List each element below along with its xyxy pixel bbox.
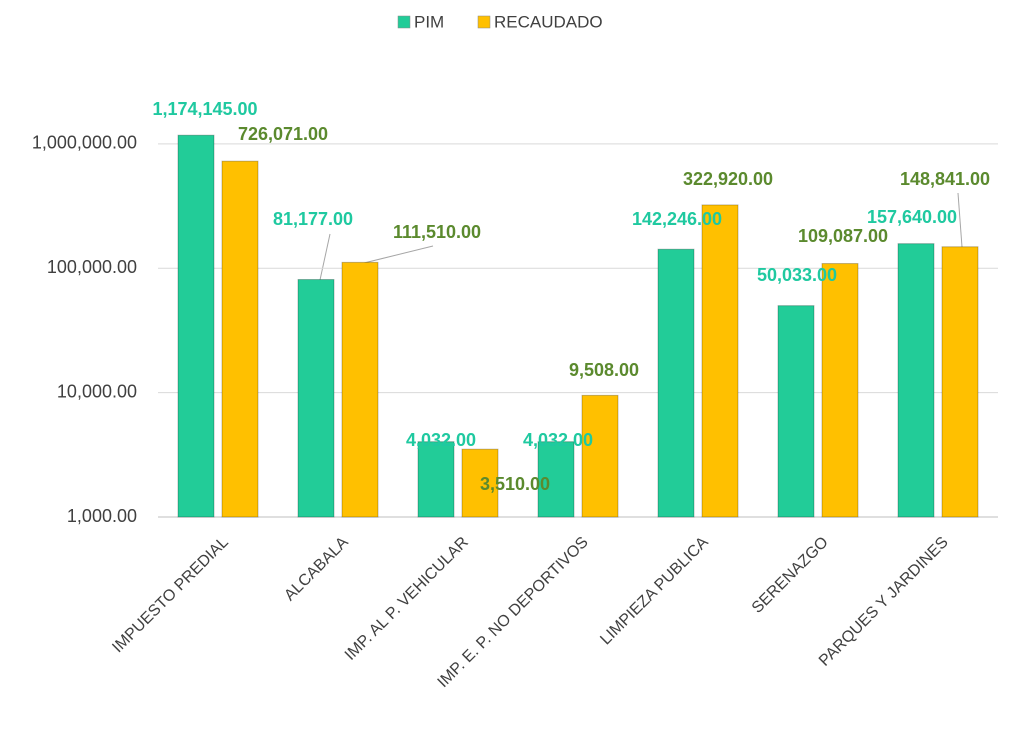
data-label: 9,508.00 <box>569 360 639 380</box>
bar <box>461 448 499 518</box>
leader-line <box>363 245 434 264</box>
bar <box>581 394 619 518</box>
bar <box>777 305 815 518</box>
bar <box>657 248 695 518</box>
leader-line <box>957 192 963 248</box>
bar <box>177 134 215 518</box>
legend-label: PIM <box>414 12 444 31</box>
data-label: 81,177.00 <box>273 209 353 229</box>
y-tick-label: 10,000.00 <box>57 381 137 401</box>
bar <box>297 279 335 518</box>
data-label: 322,920.00 <box>683 169 773 189</box>
leader-line <box>319 233 331 281</box>
x-tick-label: SERENAZGO <box>749 534 832 617</box>
legend-swatch <box>397 15 411 29</box>
legend-swatch <box>477 15 491 29</box>
legend-label: RECAUDADO <box>494 12 603 31</box>
bar <box>221 160 259 518</box>
bar <box>701 204 739 518</box>
data-label: 50,033.00 <box>757 265 837 285</box>
bar <box>341 261 379 518</box>
x-tick-label: PARQUES Y JARDINES <box>816 534 952 670</box>
x-tick-label: IMPUESTO PREDIAL <box>109 534 232 657</box>
bar <box>417 441 455 518</box>
data-label: 109,087.00 <box>798 226 888 246</box>
data-label: 3,510.00 <box>480 474 550 494</box>
data-label: 111,510.00 <box>393 222 481 242</box>
data-label: 4,032.00 <box>406 430 476 450</box>
data-label: 142,246.00 <box>632 209 722 229</box>
bar <box>537 441 575 518</box>
bar <box>941 246 979 518</box>
y-tick-label: 1,000,000.00 <box>32 133 137 153</box>
data-label: 726,071.00 <box>238 124 328 144</box>
x-tick-label: IMP. AL P. VEHICULAR <box>342 534 472 664</box>
y-tick-label: 100,000.00 <box>47 257 137 277</box>
data-label: 4,032.00 <box>523 430 593 450</box>
data-label: 1,174,145.00 <box>152 99 257 119</box>
data-label: 148,841.00 <box>900 169 990 189</box>
y-tick-label: 1,000.00 <box>67 506 137 526</box>
bar <box>897 243 935 518</box>
x-tick-label: ALCABALA <box>281 534 352 605</box>
data-label: 157,640.00 <box>867 207 957 227</box>
x-tick-label: LIMPIEZA PUBLICA <box>597 534 712 649</box>
bar <box>821 263 859 518</box>
